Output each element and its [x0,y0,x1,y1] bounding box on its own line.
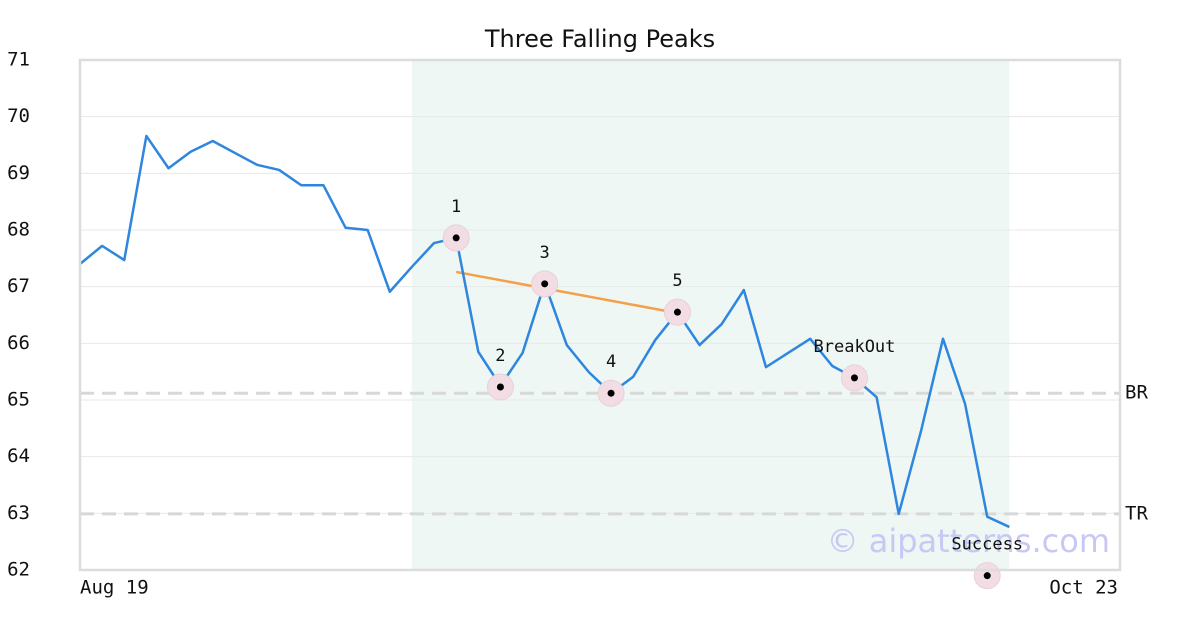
y-tick-label: 71 [7,49,30,71]
x-tick-label: Oct 23 [1049,577,1118,599]
point-dot [850,374,858,382]
point-dot [983,572,991,580]
x-tick-label: Aug 19 [80,577,149,599]
point-label: Success [951,535,1023,555]
y-tick-label: 64 [7,445,30,467]
y-tick-label: 62 [7,559,30,581]
y-tick-label: 69 [7,162,30,184]
point-dot [452,234,460,242]
level-label: TR [1125,502,1148,524]
point-dot [607,389,615,397]
point-dot [541,280,549,288]
highlight-region [411,60,1010,570]
point-label: BreakOut [814,337,896,357]
point-dot [673,308,681,316]
y-tick-label: 67 [7,275,30,297]
point-label: 1 [451,197,461,217]
y-tick-label: 65 [7,389,30,411]
point-label: 4 [606,352,616,372]
point-dot [496,383,504,391]
level-label: BR [1125,382,1148,404]
plot-frame [78,58,1122,572]
watermark: © aipatterns.com [827,522,1110,560]
y-tick-label: 68 [7,219,30,241]
chart-title: Three Falling Peaks [484,25,715,53]
y-tick-label: 70 [7,105,30,127]
y-tick-label: 63 [7,502,30,524]
y-tick-label: 66 [7,332,30,354]
point-label: 5 [672,271,682,291]
point-label: 3 [540,243,550,263]
point-label: 2 [495,346,505,366]
trend-line [455,270,667,313]
